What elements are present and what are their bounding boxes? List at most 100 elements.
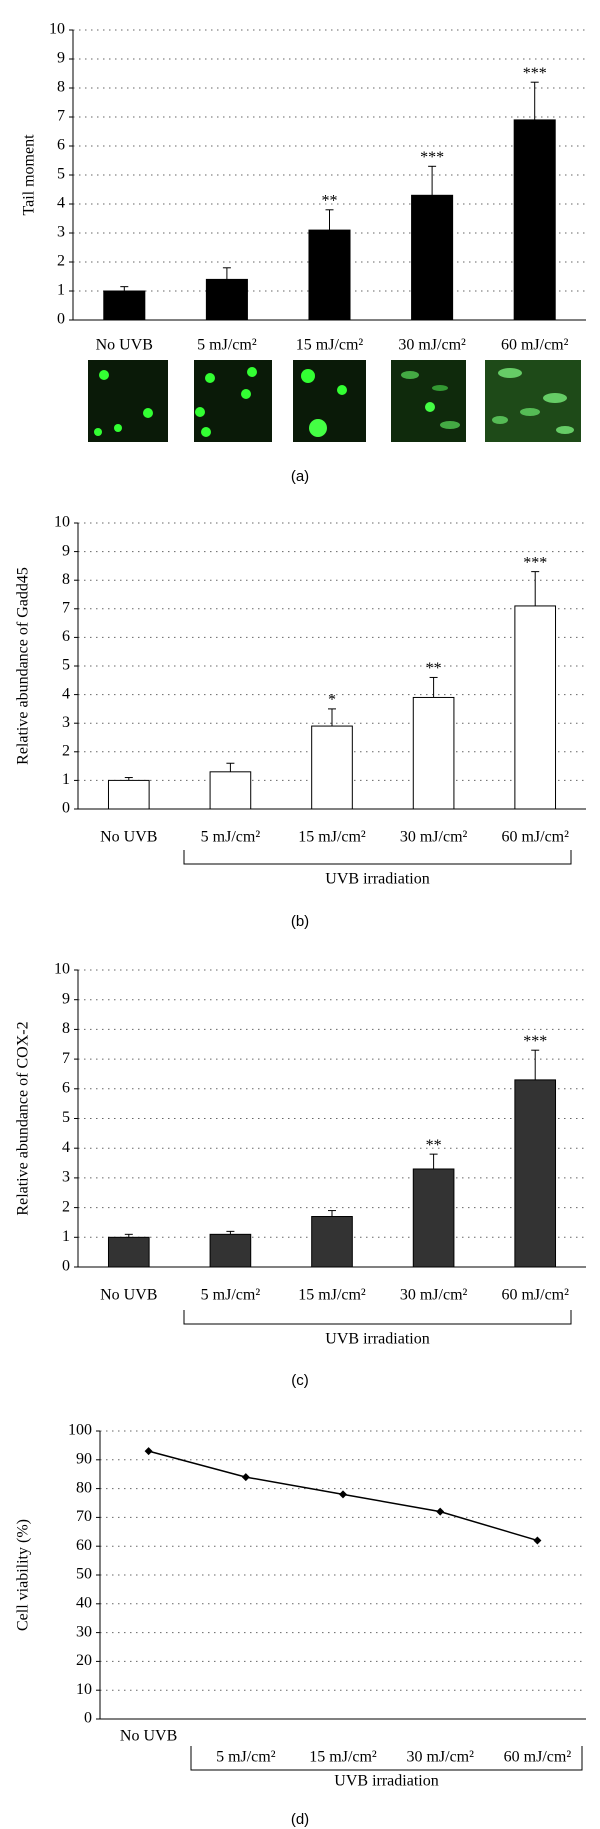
significance: *** [420, 149, 444, 166]
x-tick-label: 5 mJ/cm² [201, 829, 261, 846]
y-tick-label: 0 [57, 311, 65, 328]
marker [241, 1473, 250, 1482]
significance: ** [322, 192, 338, 209]
significance: *** [523, 65, 547, 82]
error-bar [124, 777, 133, 781]
y-tick-label: 20 [76, 1652, 92, 1669]
panel-label: (c) [291, 1372, 309, 1389]
significance: * [328, 692, 336, 709]
y-tick-label: 70 [76, 1508, 92, 1525]
y-tick-label: 0 [62, 1258, 70, 1275]
error-bar [226, 1230, 235, 1235]
error-bar [226, 762, 235, 772]
error-bar [325, 209, 334, 231]
panel: 0 10 20 30 40 50 60 70 80 90 100 Cell viability (%)… [15, 1422, 586, 1828]
bracket-label: UVB irradiation [325, 1331, 429, 1348]
y-tick-label: 6 [57, 137, 65, 154]
bracket-label: UVB irradiation [334, 1773, 438, 1790]
x-tick-label: 60 mJ/cm² [501, 1287, 569, 1304]
x-tick-label: 5 mJ/cm² [216, 1749, 276, 1766]
y-tick-label: 10 [49, 21, 65, 38]
error-bar [429, 676, 438, 698]
error-bar [328, 708, 336, 727]
y-axis-label: Tail moment [21, 134, 38, 216]
y-tick-label: 4 [62, 1139, 70, 1156]
y-tick-label: 7 [57, 108, 65, 125]
y-tick-label: 30 [76, 1623, 92, 1640]
y-tick-label: 5 [57, 166, 65, 183]
x-tick-label: 30 mJ/cm² [398, 337, 466, 354]
bar [513, 119, 556, 321]
y-tick-label: 9 [62, 990, 70, 1007]
y-tick-label: 3 [62, 1169, 70, 1186]
bar [103, 290, 146, 321]
x-tick-label: 5 mJ/cm² [197, 337, 257, 354]
bar [107, 779, 150, 810]
x-tick-label: No UVB [100, 829, 157, 846]
bar [107, 1236, 150, 1268]
error-bar [531, 571, 540, 606]
x-tick-label: No UVB [100, 1287, 157, 1304]
bar [412, 1168, 455, 1268]
y-tick-label: 7 [62, 1050, 70, 1067]
y-tick-label: 3 [62, 714, 70, 731]
significance: ** [426, 660, 442, 677]
y-tick-label: 5 [62, 1109, 70, 1126]
micrographs [88, 360, 581, 442]
y-tick-label: 10 [54, 514, 70, 531]
marker [533, 1536, 542, 1545]
x-tick-label: 60 mJ/cm² [501, 829, 569, 846]
panel-label: (d) [291, 1811, 309, 1828]
y-tick-label: 8 [62, 571, 70, 588]
y-tick-label: 0 [84, 1710, 92, 1727]
significance: ** [426, 1137, 442, 1154]
y-tick-label: 7 [62, 599, 70, 616]
significance: *** [523, 554, 547, 571]
bracket [183, 1310, 572, 1325]
bar [412, 696, 455, 810]
x-tick-label: 30 mJ/cm² [406, 1749, 474, 1766]
bar [514, 605, 557, 810]
error-bar [120, 286, 129, 291]
y-tick-label: 2 [62, 742, 70, 759]
x-tick-label: No UVB [96, 337, 153, 354]
bar [209, 1233, 252, 1268]
bar [205, 278, 248, 321]
bar [308, 229, 351, 321]
panel: 0 1 2 3 4 5 6 7 8 9 10 Tail moment No UVB 5 mJ/cm² 15 … [21, 21, 586, 485]
panel-label: (b) [291, 913, 309, 930]
y-tick-label: 40 [76, 1594, 92, 1611]
y-tick-label: 1 [62, 1228, 70, 1245]
bar [514, 1079, 557, 1268]
bar [411, 194, 454, 321]
error-bar [328, 1210, 336, 1217]
y-tick-label: 90 [76, 1450, 92, 1467]
marker [144, 1447, 153, 1456]
bracket [190, 1746, 583, 1771]
x-tick-label: No UVB [120, 1728, 177, 1745]
y-axis-label: Relative abundance of COX-2 [15, 1021, 32, 1215]
y-tick-label: 2 [57, 253, 65, 270]
y-tick-label: 80 [76, 1479, 92, 1496]
y-tick-label: 4 [57, 195, 65, 212]
y-axis-label: Cell viability (%) [15, 1519, 32, 1631]
y-tick-label: 60 [76, 1537, 92, 1554]
bracket-label: UVB irradiation [325, 871, 429, 888]
y-tick-label: 1 [62, 771, 70, 788]
x-tick-label: 30 mJ/cm² [400, 829, 468, 846]
y-tick-label: 1 [57, 282, 65, 299]
y-tick-label: 50 [76, 1566, 92, 1583]
error-bar [222, 267, 231, 280]
panel: 0 1 2 3 4 5 6 7 8 9 10 Relative abundance of Gadd45… [15, 514, 586, 930]
x-tick-label: 15 mJ/cm² [298, 829, 366, 846]
y-tick-label: 0 [62, 800, 70, 817]
significance: *** [523, 1033, 547, 1050]
error-bar [428, 165, 437, 196]
y-axis-label: Relative abundance of Gadd45 [15, 567, 32, 765]
error-bar [530, 81, 539, 120]
bar [311, 725, 353, 810]
y-tick-label: 8 [62, 1020, 70, 1037]
panel-label: (a) [291, 468, 309, 485]
y-tick-label: 100 [68, 1422, 92, 1439]
